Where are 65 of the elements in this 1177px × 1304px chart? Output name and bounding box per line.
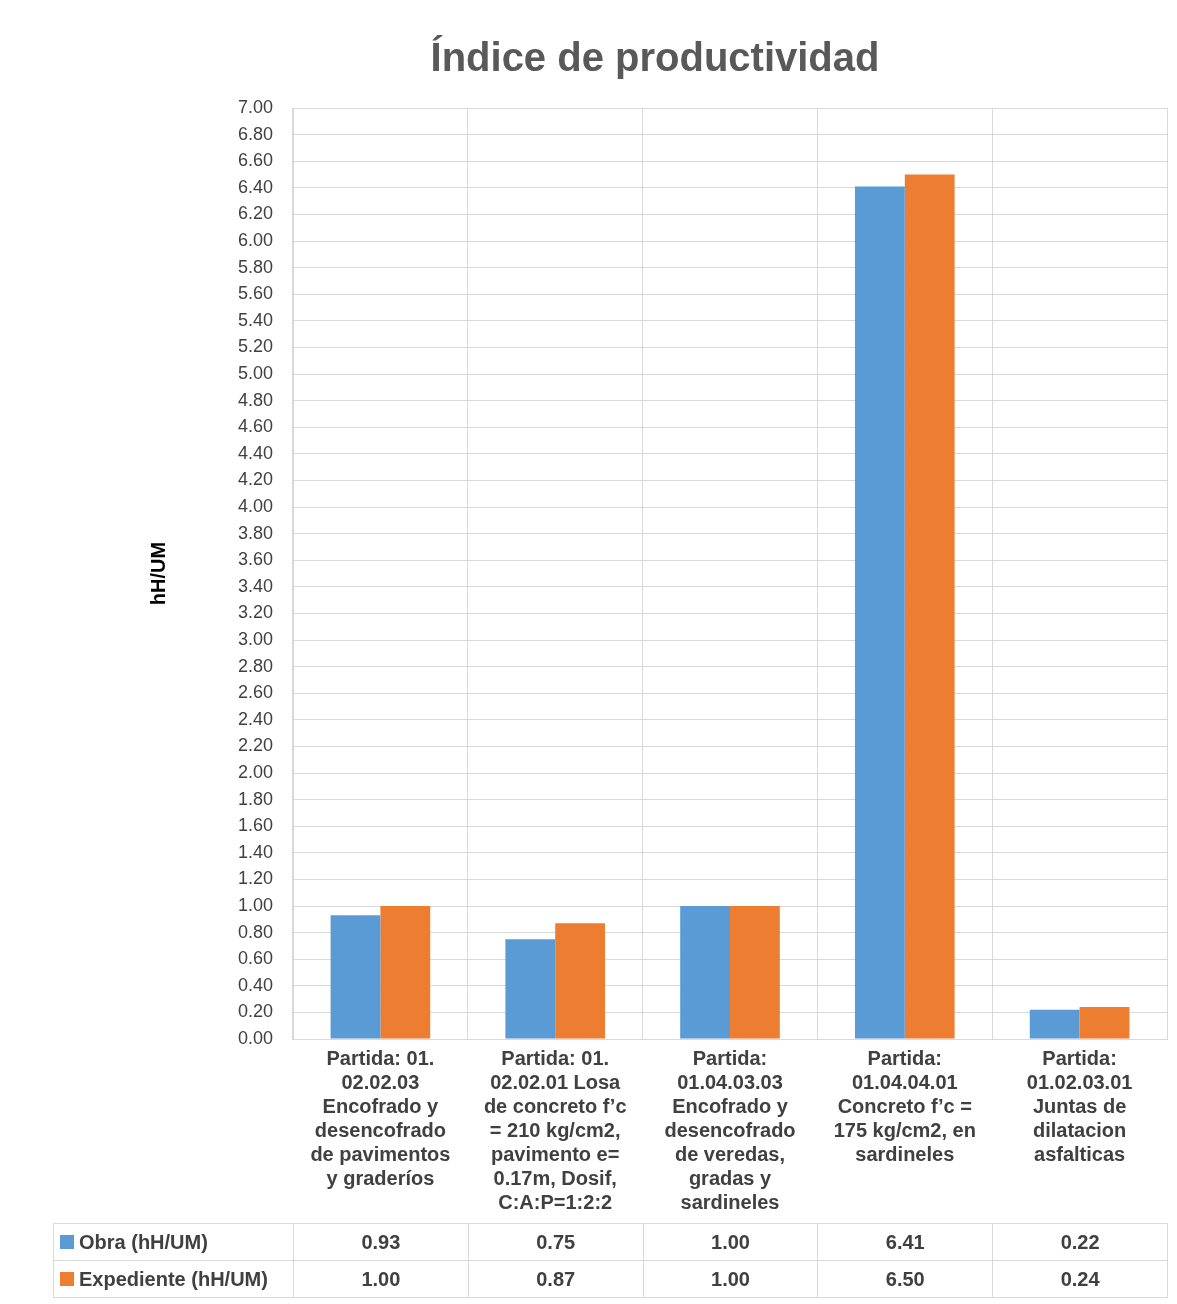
- y-axis-title: hH/UM: [146, 541, 169, 606]
- y-tick-label: 4.20: [237, 469, 273, 490]
- y-tick-label: 3.00: [237, 628, 273, 649]
- y-tick-label: 6.60: [237, 150, 273, 171]
- y-tick-label: 0.20: [237, 1001, 273, 1022]
- y-tick-label: 5.00: [237, 362, 273, 383]
- bar: [380, 906, 431, 1039]
- data-label: 6.50: [817, 1260, 993, 1298]
- data-label: 0.87: [468, 1260, 644, 1298]
- y-tick-label: 3.20: [237, 602, 273, 623]
- y-tick-label: 6.40: [237, 176, 273, 197]
- x-tick-label: Partida: 01.02.03.01 Juntas de dilatacion asfalticas: [1026, 1046, 1133, 1165]
- y-tick-label: 3.80: [237, 522, 273, 543]
- y-tick-label: 6.80: [237, 123, 273, 144]
- y-tick-label: 5.80: [237, 256, 273, 277]
- bar: [555, 923, 606, 1039]
- data-label: 6.41: [817, 1223, 993, 1261]
- bar: [330, 915, 381, 1039]
- data-label: 1.00: [643, 1223, 818, 1261]
- y-tick-label: 1.60: [237, 815, 273, 836]
- bar: [1029, 1009, 1080, 1039]
- x-tick-label: Partida: 01. 02.02.01 Losa de concreto f’c = 210 kg/cm2, pavimento e= 0.17m, Dosif, C:A:P=1:2:2: [483, 1046, 627, 1213]
- y-tick-label: 2.40: [237, 708, 273, 729]
- bar: [505, 939, 556, 1039]
- x-tick-label: Partida: 01.04.04.01 Concreto f’c = 175 kg/cm2, en sardineles: [833, 1046, 976, 1165]
- y-tick-label: 2.20: [237, 735, 273, 756]
- x-tick-label: Partida: 01.04.03.03 Encofrado y desencofrado de veredas, gradas y sardineles: [664, 1046, 796, 1213]
- data-label: 0.24: [992, 1260, 1168, 1298]
- y-tick-label: 5.20: [237, 336, 273, 357]
- y-tick-label: 3.40: [237, 575, 273, 596]
- y-tick-label: 0.40: [237, 974, 273, 995]
- legend-label: Obra (hH/UM): [79, 1230, 208, 1253]
- chart-title: Índice de productividad: [430, 35, 880, 80]
- y-tick-label: 5.60: [237, 283, 273, 304]
- bar: [730, 906, 780, 1039]
- data-label: 1.00: [643, 1260, 818, 1298]
- y-tick-label: 1.00: [237, 894, 273, 915]
- y-tick-label: 6.00: [237, 229, 273, 250]
- y-tick-label: 6.20: [237, 203, 273, 224]
- y-tick-label: 0.60: [237, 948, 273, 969]
- y-tick-label: 7.00: [237, 96, 273, 117]
- x-tick-label: Partida: 01. 02.02.03 Encofrado y desencofrado de pavimentos y graderíos: [310, 1046, 451, 1189]
- y-tick-label: 2.60: [237, 682, 273, 703]
- y-tick-label: 1.20: [237, 868, 273, 889]
- y-tick-label: 0.00: [237, 1027, 273, 1048]
- legend-label: Expediente (hH/UM): [79, 1267, 268, 1290]
- data-label: 0.22: [992, 1223, 1168, 1261]
- data-label: 1.00: [293, 1260, 469, 1298]
- data-label: 0.75: [468, 1223, 644, 1261]
- y-tick-label: 2.00: [237, 761, 273, 782]
- bar: [1079, 1007, 1130, 1039]
- data-label: 0.93: [293, 1223, 469, 1261]
- y-tick-label: 4.60: [237, 416, 273, 437]
- y-tick-label: 4.40: [237, 442, 273, 463]
- bar: [904, 174, 955, 1039]
- y-tick-label: 5.40: [237, 309, 273, 330]
- bar: [854, 186, 905, 1039]
- y-tick-label: 3.60: [237, 549, 273, 570]
- y-tick-label: 4.00: [237, 495, 273, 516]
- y-tick-label: 2.80: [237, 655, 273, 676]
- bar: [680, 906, 730, 1039]
- y-tick-label: 4.80: [237, 389, 273, 410]
- y-tick-label: 1.40: [237, 841, 273, 862]
- y-tick-label: 1.80: [237, 788, 273, 809]
- y-tick-label: 0.80: [237, 921, 273, 942]
